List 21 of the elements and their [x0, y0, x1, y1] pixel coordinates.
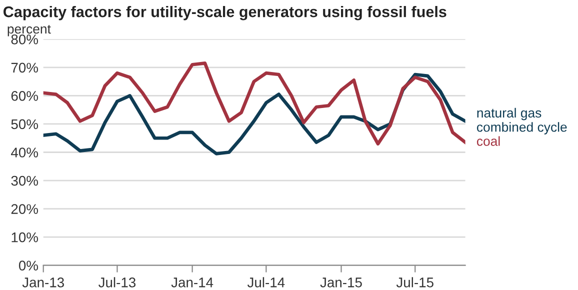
y-tick-label: 50%: [11, 119, 38, 130]
x-tick-label: Jul-13: [98, 277, 136, 288]
y-tick-label: 20%: [11, 204, 38, 214]
line-series: [43, 62, 466, 146]
x-tick-label: Jul-14: [247, 277, 285, 288]
y-tick-label: 80%: [11, 34, 38, 44]
y-tick-label: 40%: [11, 148, 38, 158]
x-tick-label: Jul-15: [396, 277, 434, 288]
y-tick-label: 70%: [11, 62, 38, 73]
series-label: natural gas combined cycle: [476, 108, 567, 134]
line-series: [43, 72, 466, 156]
y-axis-title: percent: [8, 24, 51, 36]
x-tick-label: Jan-15: [320, 278, 362, 288]
x-tick-label: Jan-13: [22, 278, 64, 288]
series-label: coal: [476, 136, 500, 146]
y-tick-label: 0%: [18, 260, 38, 271]
y-tick-label: 10%: [12, 232, 38, 242]
y-tick-label: 30%: [11, 176, 38, 186]
y-tick-label: 60%: [11, 91, 38, 101]
x-tick-label: Jan-14: [171, 278, 214, 288]
chart-title: Capacity factors for utility-scale generators using fossil fuels: [4, 6, 446, 20]
